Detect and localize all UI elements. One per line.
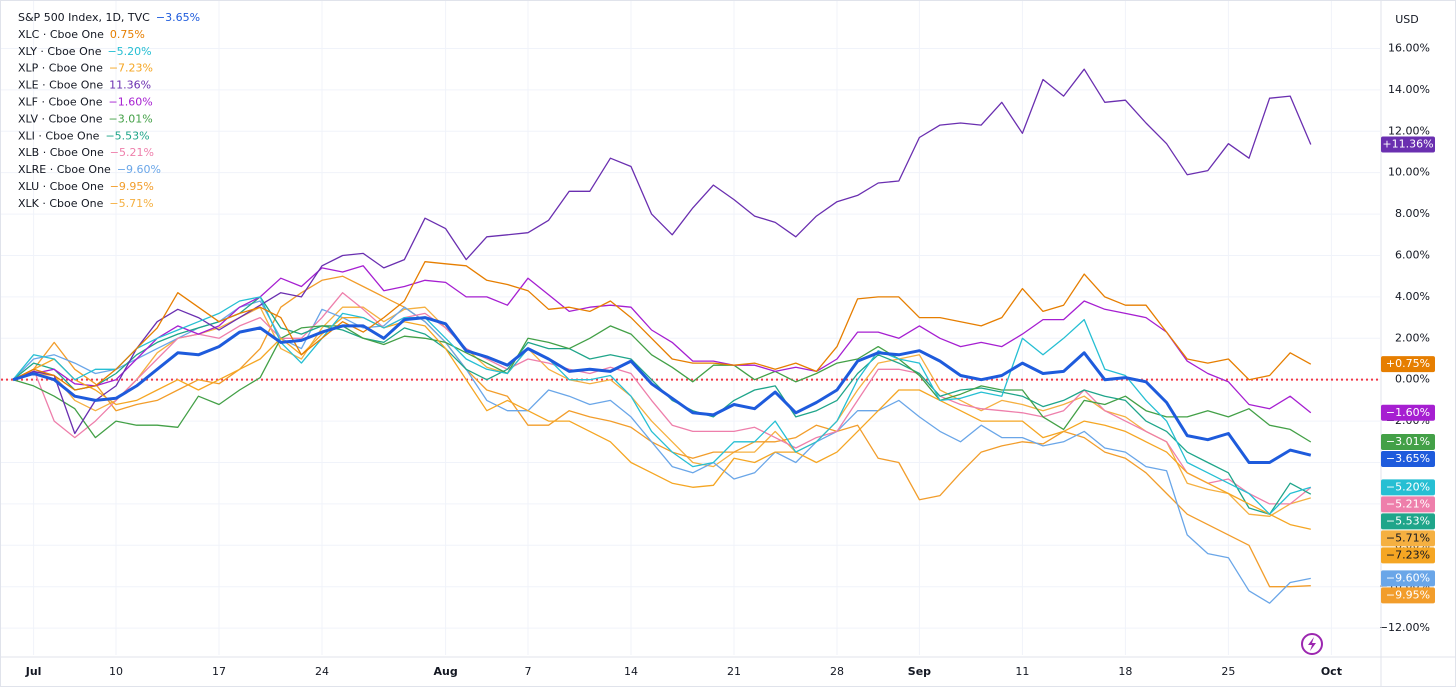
legend-value: −5.21% (110, 146, 154, 159)
y-tick-label: 6.00% (1395, 248, 1430, 261)
legend-value: −5.53% (105, 129, 149, 142)
value-badge (1381, 404, 1435, 421)
y-tick-label: 0.00% (1395, 373, 1430, 386)
value-badge-label: +11.36% (1382, 138, 1433, 151)
legend-name: S&P 500 Index, 1D, TVC (18, 11, 150, 24)
series-line (12, 316, 1311, 530)
legend-value: 0.75% (110, 28, 145, 41)
x-tick-label: 24 (315, 665, 329, 678)
value-badge-label: −1.60% (1386, 406, 1430, 419)
x-tick-label: 17 (212, 665, 226, 678)
y-tick-label: −12.00% (1379, 621, 1430, 634)
value-badge (1381, 587, 1435, 604)
value-badge-label: +0.75% (1386, 357, 1430, 370)
x-tick-label: 18 (1118, 665, 1132, 678)
legend-name: XLK · Cboe One (18, 197, 104, 210)
x-tick-label: 10 (109, 665, 123, 678)
value-badge-label: −9.60% (1386, 571, 1430, 584)
legend-value: −7.23% (109, 62, 153, 75)
y-tick-label: 12.00% (1388, 124, 1430, 137)
x-tick-label: 21 (727, 665, 741, 678)
legend-value: −5.71% (109, 197, 153, 210)
lines (12, 68, 1312, 604)
legend-value: −5.20% (107, 45, 151, 58)
value-badge-label: −5.20% (1386, 480, 1430, 493)
value-badge-label: −3.01% (1386, 435, 1430, 448)
series-line (12, 261, 1312, 391)
x-tick-label: Sep (908, 665, 931, 678)
series-line (12, 265, 1312, 414)
legend-value: 11.36% (109, 79, 151, 92)
value-badge (1381, 136, 1435, 153)
legend-name: XLP · Cboe One (18, 62, 103, 75)
overlay: S&P 500 Index, 1D, TVC −3.65% XLC · Cboe O… (18, 11, 1435, 604)
legend-name: XLF · Cboe One (18, 96, 103, 109)
legend-name: XLI · Cboe One (18, 129, 100, 142)
y-tick-label: 14.00% (1388, 83, 1430, 96)
series-line (12, 306, 1311, 517)
value-badge (1381, 356, 1435, 373)
value-badge (1381, 570, 1435, 587)
series-line (12, 325, 1312, 443)
y-tick-label: 10.00% (1388, 166, 1430, 179)
value-badge-label: −5.71% (1386, 531, 1430, 544)
series-line (12, 292, 1312, 505)
value-badge (1381, 530, 1435, 547)
value-badge-label: −5.53% (1386, 514, 1430, 527)
x-tick-label: 7 (525, 665, 532, 678)
value-badge (1381, 450, 1435, 467)
logo (1301, 633, 1323, 655)
legend-name: XLRE · Cboe One (18, 163, 111, 176)
y-tick-label: 2.00% (1395, 331, 1430, 344)
value-badge-label: −5.21% (1386, 497, 1430, 510)
y-tick-label: 4.00% (1395, 290, 1430, 303)
legend-value: −9.95% (110, 180, 154, 193)
series-line (12, 275, 1311, 588)
legend-name: XLV · Cboe One (18, 112, 103, 125)
x-tick-label: Aug (433, 665, 457, 678)
value-badge-label: −3.65% (1386, 452, 1430, 465)
legend-value: −3.65% (156, 11, 200, 24)
currency: USD (1395, 13, 1419, 26)
legend-value: −3.01% (109, 112, 153, 125)
series-line (12, 316, 1312, 464)
value-badge (1381, 433, 1435, 450)
value-badge (1381, 547, 1435, 564)
series-line (12, 300, 1311, 604)
y-tick-label: 16.00% (1388, 41, 1430, 54)
value-badge-label: −9.95% (1386, 588, 1430, 601)
x-tick-label: Oct (1321, 665, 1342, 678)
x-tick-label: 25 (1221, 665, 1235, 678)
legend-name: XLB · Cboe One (18, 146, 104, 159)
x-tick-label: 11 (1015, 665, 1029, 678)
legend-value: −9.60% (117, 163, 161, 176)
legend-name: XLY · Cboe One (18, 45, 102, 58)
legend-name: XLC · Cboe One (18, 28, 104, 41)
x-tick-label: Jul (25, 665, 42, 678)
legend-name: XLU · Cboe One (18, 180, 104, 193)
series-line (12, 296, 1311, 515)
legend-name: XLE · Cboe One (18, 79, 103, 92)
value-badge (1381, 496, 1435, 513)
y-tick-label: 8.00% (1395, 207, 1430, 220)
legend-value: −1.60% (109, 96, 153, 109)
x-tick-label: 14 (624, 665, 638, 678)
value-badge-label: −7.23% (1386, 548, 1430, 561)
value-badge (1381, 513, 1435, 530)
value-badge (1381, 479, 1435, 496)
x-tick-label: 28 (830, 665, 844, 678)
series-line (12, 68, 1312, 435)
